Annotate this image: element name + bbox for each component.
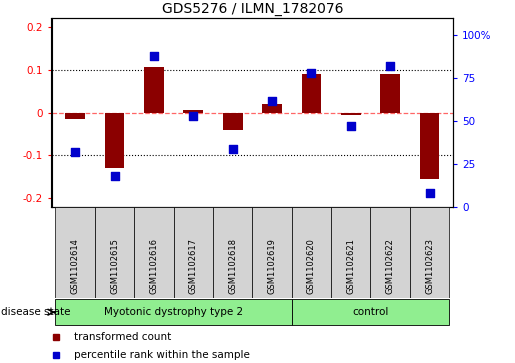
Text: GSM1102618: GSM1102618 <box>228 238 237 294</box>
Text: GSM1102616: GSM1102616 <box>149 238 159 294</box>
Text: control: control <box>352 307 389 317</box>
Bar <box>262 104 282 113</box>
Text: GSM1102620: GSM1102620 <box>307 238 316 294</box>
Text: GSM1102623: GSM1102623 <box>425 238 434 294</box>
Text: percentile rank within the sample: percentile rank within the sample <box>74 350 249 360</box>
Point <box>189 113 197 119</box>
Bar <box>341 113 360 115</box>
Point <box>229 146 237 151</box>
Bar <box>370 207 410 298</box>
Bar <box>183 110 203 113</box>
Point <box>71 149 79 155</box>
Point <box>268 98 276 103</box>
Bar <box>213 207 252 298</box>
Bar <box>410 207 449 298</box>
Text: Myotonic dystrophy type 2: Myotonic dystrophy type 2 <box>104 307 243 317</box>
Bar <box>174 207 213 298</box>
Text: disease state: disease state <box>1 307 71 317</box>
Text: GSM1102621: GSM1102621 <box>346 238 355 294</box>
Text: GSM1102622: GSM1102622 <box>386 238 394 294</box>
Bar <box>291 207 331 298</box>
Title: GDS5276 / ILMN_1782076: GDS5276 / ILMN_1782076 <box>162 2 343 16</box>
Point <box>347 123 355 129</box>
Bar <box>420 113 439 179</box>
Text: GSM1102617: GSM1102617 <box>189 238 198 294</box>
Bar <box>331 207 370 298</box>
Bar <box>105 113 124 168</box>
Bar <box>95 207 134 298</box>
Text: GSM1102615: GSM1102615 <box>110 238 119 294</box>
Bar <box>252 207 291 298</box>
Bar <box>223 113 243 130</box>
Bar <box>65 113 85 119</box>
Text: transformed count: transformed count <box>74 332 171 342</box>
Point <box>386 63 394 69</box>
Point <box>110 173 118 179</box>
Point <box>307 70 316 76</box>
Bar <box>56 299 291 325</box>
Text: GSM1102614: GSM1102614 <box>71 238 80 294</box>
Point <box>425 190 434 196</box>
Bar <box>291 299 449 325</box>
Bar <box>302 74 321 113</box>
Bar <box>56 207 95 298</box>
Text: GSM1102619: GSM1102619 <box>267 238 277 294</box>
Bar <box>134 207 174 298</box>
Bar <box>381 74 400 113</box>
Bar <box>144 68 164 113</box>
Point <box>150 53 158 59</box>
